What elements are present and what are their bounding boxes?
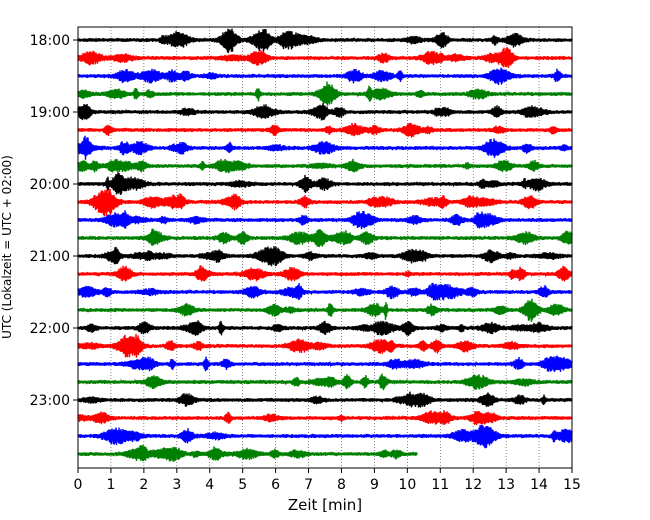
trace-2245 — [77, 373, 573, 391]
trace-2230 — [77, 355, 573, 372]
x-tick-label-14: 14 — [530, 477, 548, 493]
trace-2200 — [77, 320, 573, 336]
trace-2015 — [77, 189, 573, 217]
x-tick-label-4: 4 — [205, 477, 214, 493]
trace-1900 — [77, 103, 573, 121]
x-axis-ticks: 0 1 2 3 4 5 6 7 8 9 10 11 12 13 14 15 — [74, 468, 581, 493]
trace-1930 — [77, 135, 573, 160]
trace-2215 — [77, 333, 573, 358]
trace-1830 — [77, 67, 573, 86]
x-tick-label-2: 2 — [139, 477, 148, 493]
plot-frame — [77, 26, 573, 469]
trace-1815 — [77, 47, 573, 68]
x-tick-label-1: 1 — [106, 477, 115, 493]
trace-2045 — [77, 228, 573, 248]
y-tick-label-2000: 20:00 — [30, 177, 70, 193]
x-tick-label-10: 10 — [398, 477, 416, 493]
y-axis-ticks: 18:00 19:00 20:00 21:00 22:00 23:00 — [30, 33, 78, 409]
trace-2130 — [77, 282, 573, 301]
x-tick-label-9: 9 — [370, 477, 379, 493]
trace-2000 — [77, 172, 573, 196]
trace-1800 — [77, 28, 573, 53]
x-tick-label-8: 8 — [337, 477, 346, 493]
trace-2300 — [77, 391, 573, 408]
x-tick-label-7: 7 — [304, 477, 313, 493]
x-tick-label-0: 0 — [74, 477, 83, 493]
x-tick-label-13: 13 — [497, 477, 515, 493]
trace-2115 — [77, 265, 573, 282]
trace-1945 — [77, 158, 573, 174]
y-tick-label-2200: 22:00 — [30, 321, 70, 337]
trace-1845 — [77, 81, 573, 106]
y-tick-label-1900: 19:00 — [30, 105, 70, 121]
trace-2030 — [77, 210, 573, 230]
seismic-traces — [77, 28, 573, 462]
x-axis-title: Zeit [min] — [288, 496, 362, 514]
y-axis-title: UTC (Lokalzeit = UTC + 02:00) — [0, 155, 14, 339]
trace-1915 — [77, 122, 573, 138]
x-tick-label-5: 5 — [238, 477, 247, 493]
y-tick-label-2300: 23:00 — [30, 393, 70, 409]
y-tick-label-1800: 18:00 — [30, 33, 70, 49]
x-tick-label-3: 3 — [172, 477, 181, 493]
y-tick-label-2100: 21:00 — [30, 249, 70, 265]
trace-2345 — [77, 444, 418, 462]
trace-2330 — [77, 424, 573, 449]
trace-2145 — [77, 298, 573, 323]
x-tick-label-6: 6 — [271, 477, 280, 493]
trace-2100 — [77, 246, 573, 267]
trace-2315 — [77, 410, 573, 426]
x-tick-label-11: 11 — [431, 477, 449, 493]
x-tick-label-15: 15 — [563, 477, 581, 493]
x-tick-label-12: 12 — [464, 477, 482, 493]
